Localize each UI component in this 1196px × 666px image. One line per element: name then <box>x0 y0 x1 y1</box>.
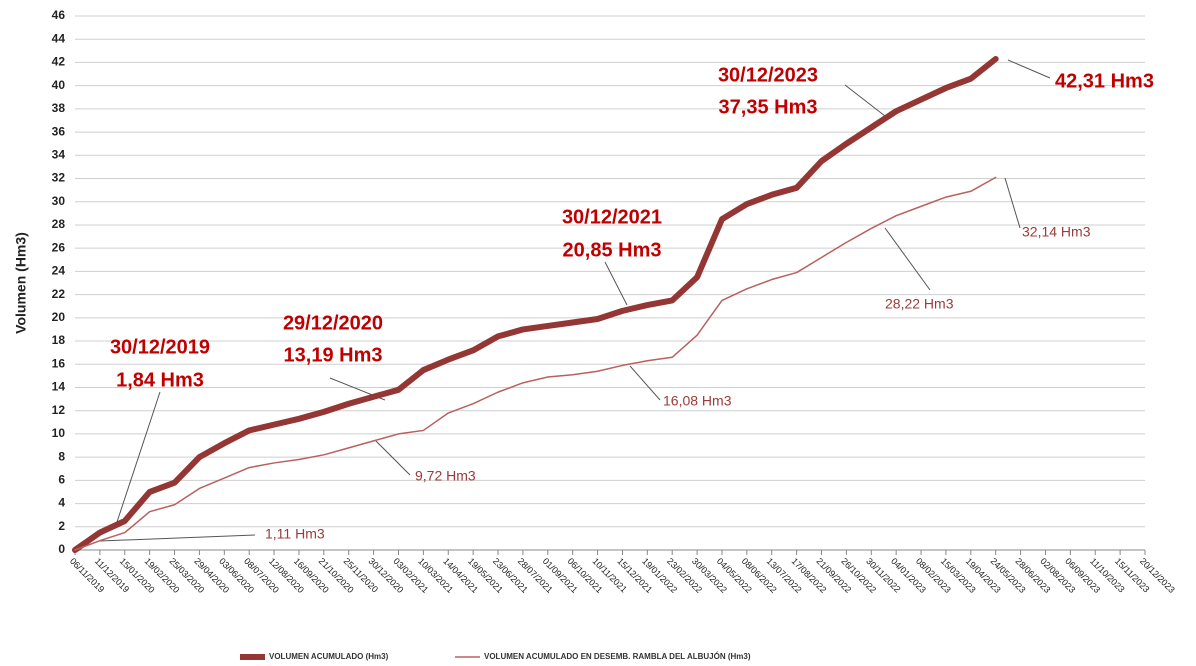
y-tick-label: 22 <box>52 287 66 301</box>
y-axis-label: Volumen (Hm3) <box>13 232 29 334</box>
annotation: 30/12/2023 <box>718 64 818 86</box>
annotation: 30/12/2021 <box>562 206 662 228</box>
leader <box>844 84 886 117</box>
legend-label: VOLUMEN ACUMULADO (Hm3) <box>269 652 389 661</box>
leader <box>629 365 661 401</box>
annotation: 13,19 Hm3 <box>284 344 383 366</box>
y-tick-label: 46 <box>52 8 66 22</box>
y-tick-label: 10 <box>52 426 66 440</box>
y-tick-label: 40 <box>52 78 66 92</box>
y-tick-label: 38 <box>52 101 66 115</box>
y-tick-label: 44 <box>52 31 66 45</box>
annotation: 9,72 Hm3 <box>415 468 476 484</box>
leaders <box>99 59 1051 542</box>
annotation: 29/12/2020 <box>283 312 383 334</box>
leader <box>99 534 256 542</box>
annotation: 42,31 Hm3 <box>1055 70 1154 92</box>
y-tick-label: 20 <box>52 310 66 324</box>
y-tick-label: 32 <box>52 171 66 185</box>
annotation: 28,22 Hm3 <box>885 296 954 312</box>
annotation: 1,84 Hm3 <box>116 369 204 391</box>
leader <box>884 227 931 291</box>
leader <box>1007 59 1051 79</box>
y-tick-label: 42 <box>52 55 66 69</box>
y-tick-label: 34 <box>52 147 66 161</box>
leader <box>374 439 411 476</box>
y-tick-label: 4 <box>58 496 65 510</box>
y-tick-label: 36 <box>52 124 66 138</box>
leader <box>604 261 628 306</box>
y-tick-label: 16 <box>52 356 66 370</box>
legend-label: VOLUMEN ACUMULADO EN DESEMB. RAMBLA DEL … <box>484 652 751 661</box>
y-tick-label: 28 <box>52 217 66 231</box>
annotation: 32,14 Hm3 <box>1022 224 1091 240</box>
annotation: 1,11 Hm3 <box>265 526 325 542</box>
y-tick-label: 14 <box>52 380 66 394</box>
annotation: 16,08 Hm3 <box>663 393 732 409</box>
y-tick-label: 6 <box>58 473 65 487</box>
y-tick-label: 2 <box>58 519 65 533</box>
leader <box>1004 177 1021 229</box>
annotation: 30/12/2019 <box>110 336 210 358</box>
y-tick-label: 24 <box>52 264 66 278</box>
annotation: 37,35 Hm3 <box>719 96 818 118</box>
annotation: 20,85 Hm3 <box>563 239 662 261</box>
y-tick-label: 26 <box>52 240 66 254</box>
y-tick-label: 8 <box>58 449 65 463</box>
y-tick-label: 18 <box>52 333 66 347</box>
grid: 0246810121416182022242628303234363840424… <box>52 8 1177 595</box>
series-line <box>74 176 997 551</box>
series-line <box>72 55 999 553</box>
y-tick-label: 12 <box>52 403 66 417</box>
leader <box>114 391 161 529</box>
y-tick-label: 30 <box>52 194 66 208</box>
y-tick-label: 0 <box>58 542 65 556</box>
plot <box>72 55 999 553</box>
